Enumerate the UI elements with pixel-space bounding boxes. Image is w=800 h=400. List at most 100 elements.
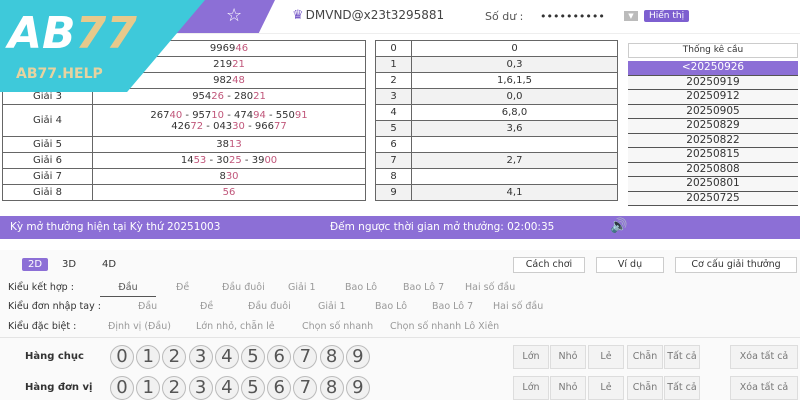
result-row: Giải 3 95426 - 28021 — [2, 88, 366, 105]
number-ball[interactable]: 3 — [188, 345, 213, 369]
option[interactable]: Lớn nhỏ, chẵn lẻ — [196, 321, 275, 332]
balance-masked: •••••••••• — [540, 10, 605, 23]
number-suffix: 40 — [169, 109, 183, 121]
number-prefix: 474 — [233, 109, 254, 121]
option[interactable]: Chọn số nhanh Lô Xiên — [390, 321, 500, 332]
date-item[interactable]: 20250815 — [628, 148, 798, 163]
tab-3d[interactable]: 3D — [62, 259, 77, 270]
digit-row: 2 1,6,1,5 — [375, 72, 618, 89]
date-item[interactable]: 20250808 — [628, 162, 798, 177]
digit-row: 9 4,1 — [375, 184, 618, 201]
number-ball[interactable]: 1 — [136, 376, 161, 400]
number-ball[interactable]: 9 — [345, 376, 370, 400]
digit-values — [411, 136, 618, 153]
option[interactable]: Đầu — [100, 282, 156, 297]
prize-label: Giải 4 — [2, 104, 93, 137]
quick-pick-button[interactable]: Xóa tất cả — [730, 376, 798, 400]
number-ball[interactable]: 0 — [110, 345, 134, 369]
option[interactable]: Định vị (Đầu) — [108, 321, 171, 332]
option[interactable]: Đầu đuôi — [248, 301, 291, 312]
header-button[interactable]: Cách chơi — [513, 257, 585, 273]
number-suffix: 77 — [273, 120, 287, 132]
quick-pick-button[interactable]: Lẻ — [588, 345, 624, 369]
quick-pick-button[interactable]: Tất cả — [664, 376, 700, 400]
number-suffix: 00 — [264, 155, 278, 166]
date-item[interactable]: 20250725 — [628, 191, 798, 206]
number-ball[interactable]: 7 — [293, 345, 318, 369]
option[interactable]: Hai số đầu — [493, 301, 544, 312]
number-suffix: 30 — [232, 120, 245, 132]
draw-info-bar: Kỳ mở thưởng hiện tại Kỳ thứ 20251003 Đế… — [0, 216, 800, 239]
number-ball[interactable]: 9 — [345, 345, 370, 369]
option[interactable]: Đề — [176, 282, 190, 293]
option[interactable]: Chọn số nhanh — [302, 321, 374, 332]
option[interactable]: Đề — [200, 301, 214, 312]
date-item[interactable]: 20250801 — [628, 177, 798, 192]
option[interactable]: Hai số đầu — [465, 282, 516, 293]
result-row: Giải 4 26740 - 95710 - 47494 - 55091 42672… — [2, 104, 366, 137]
result-row: Giải 8 56 — [2, 184, 366, 201]
quick-pick-button[interactable]: Lớn — [513, 345, 549, 369]
number-ball[interactable]: 0 — [110, 376, 134, 400]
option[interactable]: Giải 1 — [318, 301, 346, 312]
quick-pick-button[interactable]: Nhỏ — [550, 345, 586, 369]
top-bar — [0, 0, 800, 34]
date-item[interactable]: 20250905 — [628, 104, 798, 119]
option[interactable]: Bao Lô 7 — [432, 301, 474, 312]
number-ball[interactable]: 5 — [241, 345, 265, 369]
digit: 9 — [375, 184, 412, 201]
number-ball[interactable]: 2 — [162, 345, 187, 369]
quick-pick-button[interactable]: Tất cả — [664, 345, 700, 369]
chevron-down-icon[interactable]: ▼ — [624, 11, 638, 21]
number-ball[interactable]: 8 — [319, 345, 344, 369]
divider — [0, 337, 800, 338]
number-ball[interactable]: 6 — [267, 376, 292, 400]
number-ball[interactable]: 4 — [214, 345, 239, 369]
option[interactable]: Bao Lô — [345, 282, 378, 293]
show-balance-button[interactable]: Hiển thị — [644, 10, 690, 22]
date-item[interactable]: 20250919 — [628, 75, 798, 90]
digit-row: 3 0,0 — [375, 88, 618, 105]
header-button[interactable]: Ví dụ — [596, 257, 664, 273]
number-ball[interactable]: 3 — [188, 376, 213, 400]
quick-pick-button[interactable]: Chẵn — [627, 376, 663, 400]
number-ball[interactable]: 8 — [319, 376, 344, 400]
number-suffix: 94 — [253, 109, 266, 121]
number-ball[interactable]: 6 — [267, 345, 292, 369]
number-ball[interactable]: 5 — [241, 376, 265, 400]
tab-4d[interactable]: 4D — [102, 259, 117, 270]
date-item[interactable]: 20250912 — [628, 90, 798, 105]
digit: 4 — [375, 104, 412, 121]
date-item[interactable]: 20250822 — [628, 133, 798, 148]
prize-label: Giải 6 — [2, 152, 93, 169]
digit-row: 7 2,7 — [375, 152, 618, 169]
option[interactable]: Giải 1 — [288, 282, 316, 293]
quick-pick-button[interactable]: Xóa tất cả — [730, 345, 798, 369]
option[interactable]: Bao Lô 7 — [403, 282, 445, 293]
option-row-label: Kiểu đơn nhập tay : — [8, 301, 101, 312]
star-icon[interactable]: ☆ — [226, 5, 243, 26]
number-suffix: 25 — [229, 155, 242, 166]
option[interactable]: Đầu — [138, 301, 158, 312]
option[interactable]: Bao Lô — [375, 301, 408, 312]
number-ball[interactable]: 7 — [293, 376, 318, 400]
quick-pick-button[interactable]: Lẻ — [588, 376, 624, 400]
date-item[interactable]: 20250829 — [628, 119, 798, 134]
date-item[interactable]: <20250926 — [628, 61, 798, 76]
digit-values: 4,1 — [411, 184, 618, 201]
number-ball[interactable]: 4 — [214, 376, 239, 400]
speaker-icon[interactable]: 🔊 — [610, 218, 628, 234]
number-suffix: 21 — [253, 91, 266, 102]
header-button[interactable]: Cơ cấu giải thưởng — [675, 257, 797, 273]
quick-pick-button[interactable]: Nhỏ — [550, 376, 586, 400]
quick-pick-button[interactable]: Chẵn — [627, 345, 663, 369]
number-prefix: 38 — [216, 139, 229, 150]
logo-text: AB77 — [8, 8, 137, 59]
stats-button[interactable]: Thống kê cầu — [628, 43, 798, 58]
prize-label: Giải 8 — [2, 184, 93, 201]
number-ball[interactable]: 1 — [136, 345, 161, 369]
quick-pick-button[interactable]: Lớn — [513, 376, 549, 400]
tab-2d[interactable]: 2D — [22, 258, 49, 271]
pick-row-label: Hàng đơn vị — [25, 382, 93, 393]
option[interactable]: Đầu đuôi — [222, 282, 265, 293]
